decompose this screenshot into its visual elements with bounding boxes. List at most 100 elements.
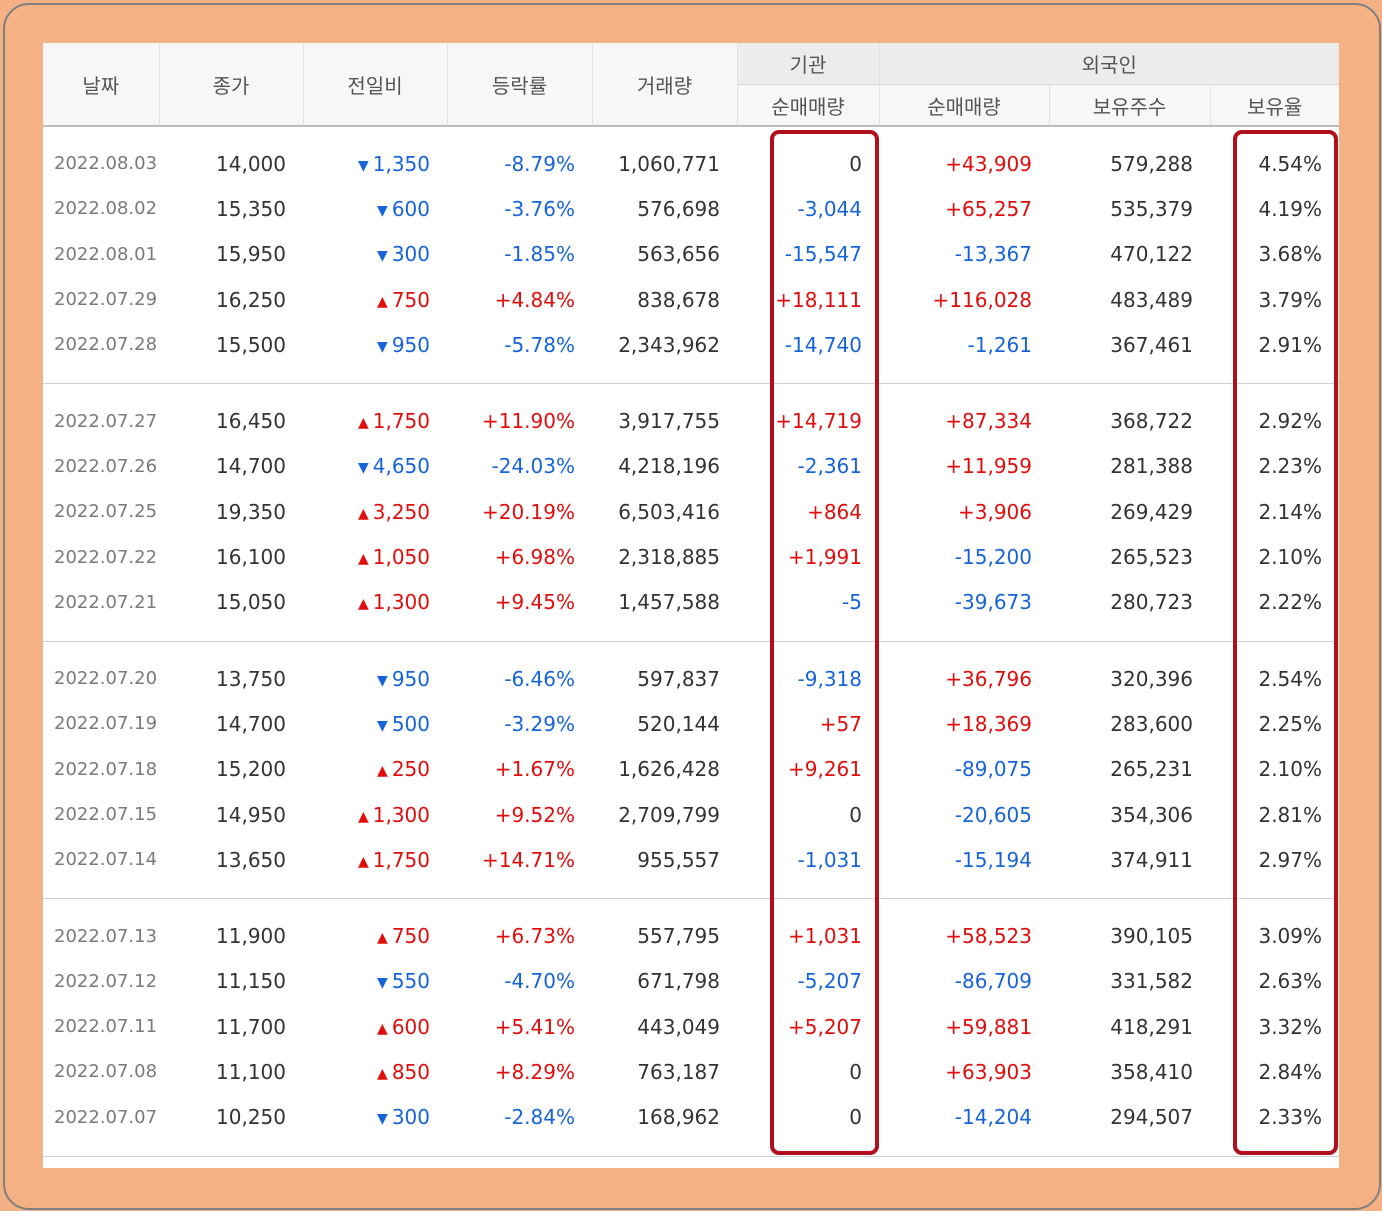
group-separator (43, 882, 1339, 900)
cell-close: 10,250 (216, 1105, 286, 1130)
cell-change-value: 750 (391, 287, 430, 312)
cell-rate: +6.73% (494, 924, 575, 949)
table-row: 2022.07.20 13,750 ▼ 950 -6.46% 597,837 -9,318 +… (43, 656, 1339, 701)
cell-change: ▼ 500 (303, 701, 447, 746)
cell-date: 2022.07.19 (54, 713, 158, 735)
cell-foreign-net: -15,200 (954, 545, 1032, 570)
cell-foreign-net: +87,334 (945, 409, 1032, 434)
cell-foreign-ratio: 2.10% (1258, 757, 1323, 782)
cell-foreign-ratio: 3.32% (1258, 1014, 1323, 1039)
cell-change: ▲ 1,300 (303, 580, 447, 625)
cell-change: ▲ 1,750 (303, 398, 447, 443)
table-row: 2022.07.13 11,900 ▲ 750 +6.73% 557,795 +1,031 +… (43, 913, 1339, 958)
cell-close: 14,700 (216, 711, 286, 736)
cell-volume: 6,503,416 (618, 499, 720, 524)
cell-foreign-holdings: 269,429 (1110, 499, 1193, 524)
table-body: 2022.08.03 14,000 ▼ 1,350 -8.79% 1,060,771 0 +4… (43, 126, 1339, 1157)
group-separator (43, 1139, 1339, 1157)
cell-close: 13,650 (216, 847, 286, 872)
cell-rate: +9.52% (494, 802, 575, 827)
triangle-up-icon: ▲ (357, 596, 369, 613)
cell-foreign-holdings: 331,582 (1110, 969, 1193, 994)
cell-inst-net: +57 (819, 711, 862, 736)
cell-change: ▲ 1,300 (303, 792, 447, 837)
table-row: 2022.07.18 15,200 ▲ 250 +1.67% 1,626,428 +9,26… (43, 747, 1339, 792)
cell-volume: 1,060,771 (618, 151, 720, 176)
table-row: 2022.07.21 15,050 ▲ 1,300 +9.45% 1,457,588 -5 -… (43, 580, 1339, 625)
cell-change: ▲ 850 (303, 1049, 447, 1094)
cell-rate: -2.84% (504, 1105, 575, 1130)
cell-date: 2022.07.25 (54, 501, 158, 523)
cell-rate: -6.46% (504, 666, 575, 691)
cell-foreign-ratio: 2.91% (1258, 332, 1323, 357)
cell-close: 13,750 (216, 666, 286, 691)
cell-inst-net: -9,318 (797, 666, 862, 691)
cell-rate: -3.29% (504, 711, 575, 736)
table-row: 2022.07.15 14,950 ▲ 1,300 +9.52% 2,709,799 0 -2… (43, 792, 1339, 837)
cell-foreign-net: +36,796 (945, 666, 1032, 691)
cell-foreign-holdings: 283,600 (1110, 711, 1193, 736)
cell-close: 14,700 (216, 454, 286, 479)
cell-foreign-net: +59,881 (945, 1014, 1032, 1039)
cell-inst-net: 0 (849, 151, 862, 176)
cell-date: 2022.07.26 (54, 455, 158, 477)
triangle-down-icon: ▼ (357, 460, 369, 477)
cell-date: 2022.07.13 (54, 925, 158, 947)
cell-volume: 763,187 (637, 1059, 720, 1084)
cell-rate: -24.03% (491, 454, 575, 479)
cell-foreign-ratio: 4.19% (1258, 196, 1323, 221)
cell-foreign-holdings: 367,461 (1110, 332, 1193, 357)
cell-date: 2022.07.22 (54, 546, 158, 568)
triangle-up-icon: ▲ (357, 505, 369, 522)
header-foreign-ratio: 보유율 (1209, 84, 1339, 126)
cell-close: 15,350 (216, 196, 286, 221)
table-row: 2022.07.22 16,100 ▲ 1,050 +6.98% 2,318,885 +1,… (43, 534, 1339, 579)
cell-change-value: 3,250 (372, 499, 430, 524)
cell-change: ▼ 950 (303, 322, 447, 367)
table-row: 2022.07.14 13,650 ▲ 1,750 +14.71% 955,557 -1,0… (43, 837, 1339, 882)
cell-foreign-holdings: 265,231 (1110, 757, 1193, 782)
cell-change-value: 1,350 (372, 151, 430, 176)
cell-change: ▲ 1,750 (303, 837, 447, 882)
cell-foreign-net: +11,959 (945, 454, 1032, 479)
table-row: 2022.07.26 14,700 ▼ 4,650 -24.03% 4,218,196 -2… (43, 444, 1339, 489)
header-rate: 등락률 (446, 43, 592, 126)
cell-volume: 168,962 (637, 1105, 720, 1130)
cell-change-value: 500 (391, 711, 430, 736)
table-row: 2022.07.11 11,700 ▲ 600 +5.41% 443,049 +5,207 +… (43, 1004, 1339, 1049)
cell-rate: +6.98% (494, 545, 575, 570)
cell-foreign-net: +58,523 (945, 924, 1032, 949)
cell-close: 16,250 (216, 287, 286, 312)
cell-foreign-ratio: 2.14% (1258, 499, 1323, 524)
triangle-down-icon: ▼ (357, 157, 369, 174)
cell-inst-net: -1,031 (797, 847, 862, 872)
triangle-down-icon: ▼ (377, 338, 388, 355)
cell-foreign-holdings: 354,306 (1110, 802, 1193, 827)
cell-rate: -5.78% (504, 332, 575, 357)
cell-foreign-ratio: 4.54% (1258, 151, 1323, 176)
triangle-up-icon: ▲ (357, 853, 369, 870)
cell-date: 2022.07.07 (54, 1106, 158, 1128)
cell-date: 2022.07.14 (54, 849, 158, 871)
header-foreign: 외국인 (878, 43, 1339, 85)
cell-foreign-net: -15,194 (954, 847, 1032, 872)
triangle-down-icon: ▼ (377, 248, 388, 265)
cell-date: 2022.07.12 (54, 970, 158, 992)
group-spacer (43, 384, 1339, 399)
cell-foreign-net: +63,903 (945, 1059, 1032, 1084)
cell-inst-net: 0 (849, 1105, 862, 1130)
group-spacer (43, 641, 1339, 656)
cell-foreign-ratio: 3.68% (1258, 242, 1323, 267)
cell-foreign-ratio: 2.92% (1258, 409, 1323, 434)
cell-foreign-ratio: 2.81% (1258, 802, 1323, 827)
cell-foreign-ratio: 2.54% (1258, 666, 1323, 691)
investor-trading-table-panel: 날짜 종가 전일비 등락률 거래량 기관 외국인 순매매량 순매매량 보유주수 … (43, 43, 1339, 1168)
cell-date: 2022.07.21 (54, 591, 158, 613)
group-separator (43, 367, 1339, 385)
cell-inst-net: +1,991 (787, 545, 862, 570)
cell-foreign-net: -39,673 (954, 590, 1032, 615)
cell-foreign-holdings: 374,911 (1110, 847, 1193, 872)
cell-foreign-holdings: 265,523 (1110, 545, 1193, 570)
cell-change: ▲ 750 (303, 913, 447, 958)
cell-foreign-holdings: 280,723 (1110, 590, 1193, 615)
